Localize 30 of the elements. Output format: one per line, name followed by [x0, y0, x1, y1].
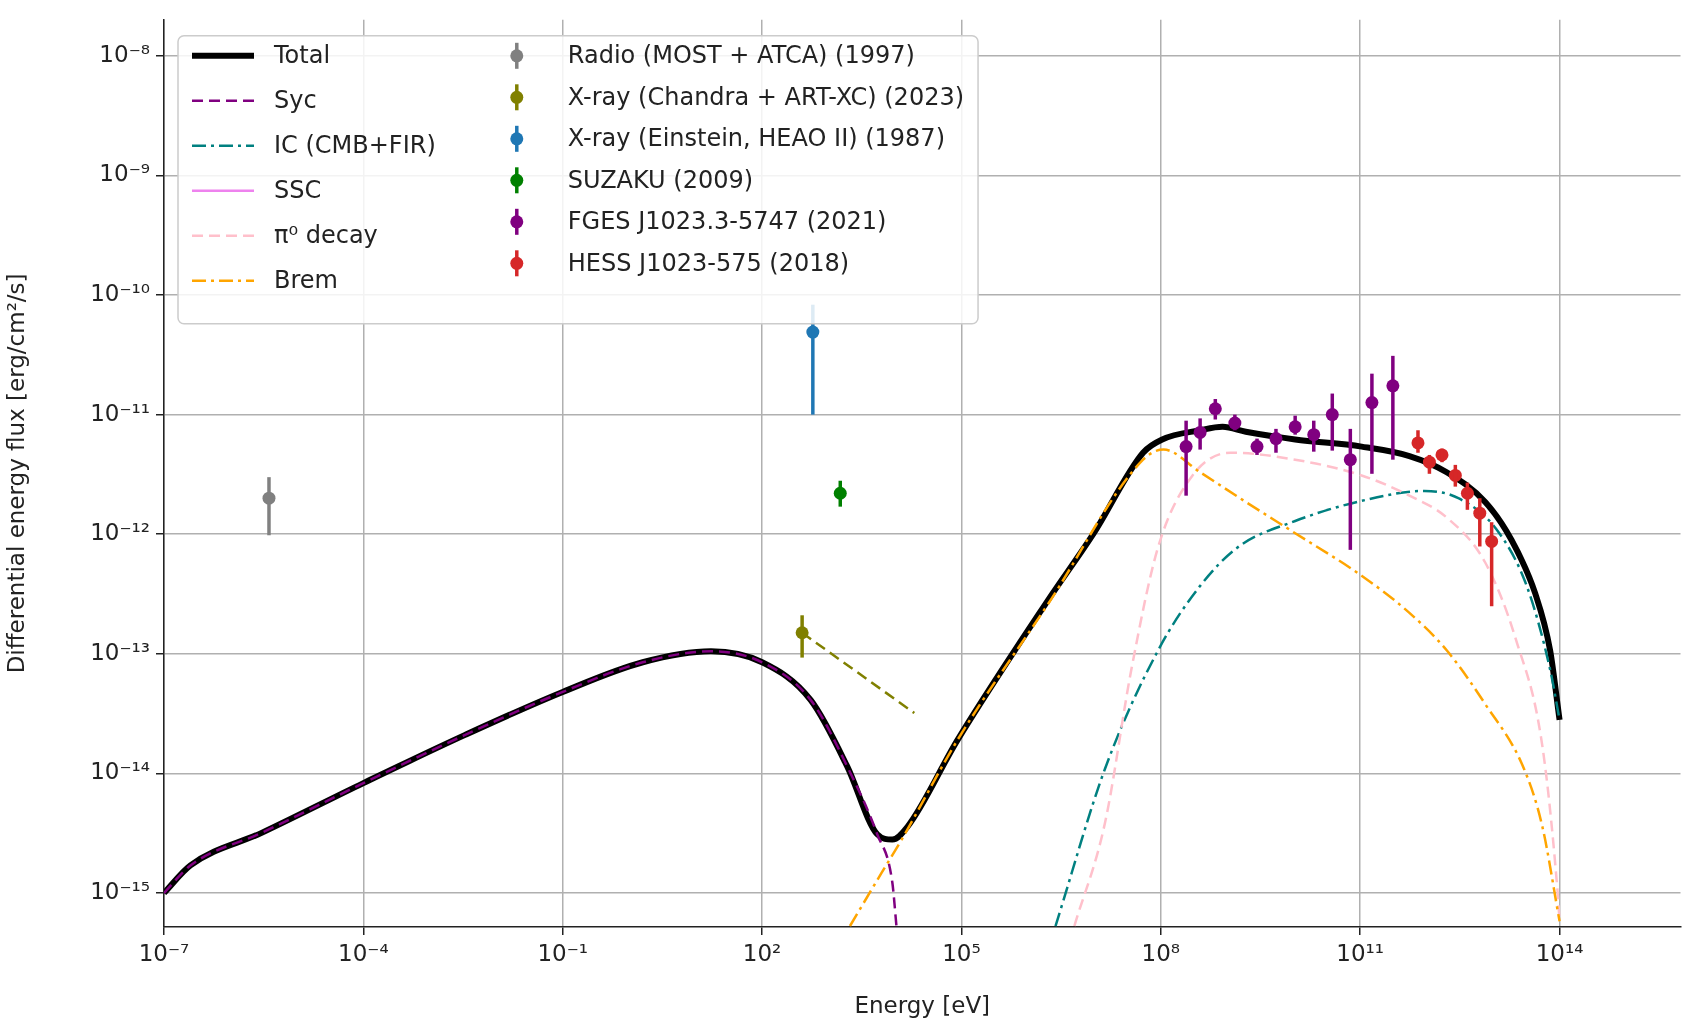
legend-label: FGES J1023.3-5747 (2021) [567, 207, 887, 236]
y-axis-title: Differential energy flux [erg/cm²/s] [2, 273, 29, 674]
legend-label: X-ray (Chandra + ART-XC) (2023) [567, 82, 965, 111]
x-tick-label: 10¹¹ [1336, 939, 1385, 966]
legend-label: Radio (MOST + ATCA) (1997) [567, 41, 915, 70]
legend-label: HESS J1023-575 (2018) [567, 248, 850, 277]
legend-label: π⁰ decay [274, 221, 378, 250]
legend-label: Brem [274, 266, 338, 295]
y-tick-label: 10⁻¹³ [90, 638, 150, 665]
legend-label: IC (CMB+FIR) [274, 131, 436, 160]
y-tick-label: 10⁻¹⁵ [90, 878, 150, 904]
x-tick-label: 10¹⁴ [1535, 939, 1584, 966]
y-tick-label: 10⁻¹¹ [90, 399, 150, 426]
legend-label: SSC [274, 176, 322, 205]
x-tick-label: 10⁻⁷ [138, 939, 190, 966]
legend-label: X-ray (Einstein, HEAO II) (1987) [567, 124, 946, 153]
legend-label: Syc [274, 86, 317, 115]
legend-label: SUZAKU (2009) [567, 165, 754, 194]
x-tick-label: 10² [742, 939, 782, 966]
y-tick-label: 10⁻⁹ [99, 160, 150, 187]
x-tick-label: 10⁵ [942, 939, 981, 966]
x-tick-label: 10⁻⁴ [338, 939, 389, 966]
x-axis-title: Energy [eV] [854, 992, 991, 1019]
legend-label: Total [273, 41, 331, 70]
x-tick-label: 10⁻¹ [537, 939, 589, 966]
y-tick-label: 10⁻⁸ [99, 40, 150, 67]
y-tick-label: 10⁻¹² [90, 519, 150, 546]
x-tick-label: 10⁸ [1141, 939, 1181, 966]
y-tick-label: 10⁻¹⁴ [90, 758, 150, 785]
y-tick-label: 10⁻¹⁰ [90, 279, 150, 306]
